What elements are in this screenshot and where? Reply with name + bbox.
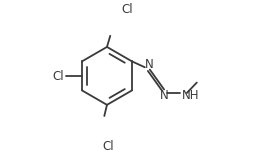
Text: N: N [160,89,169,102]
Text: Cl: Cl [52,70,64,83]
Text: Cl: Cl [121,3,133,16]
Text: N: N [145,58,153,71]
Text: Cl: Cl [102,140,114,153]
Text: NH: NH [182,89,199,102]
